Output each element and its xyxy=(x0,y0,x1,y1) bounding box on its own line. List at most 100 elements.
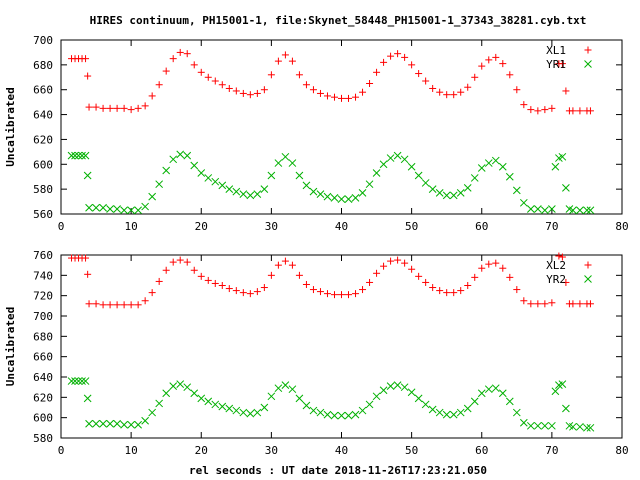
data-point xyxy=(586,206,595,215)
data-point xyxy=(499,264,507,272)
y-tick-label: 680 xyxy=(33,330,53,343)
data-point xyxy=(197,272,205,280)
data-point xyxy=(365,180,374,189)
data-point xyxy=(85,203,93,212)
data-point xyxy=(113,301,121,309)
y-tick-label: 560 xyxy=(33,208,53,221)
data-point xyxy=(134,104,142,112)
data-point xyxy=(414,171,423,180)
data-point xyxy=(435,408,444,417)
data-point xyxy=(386,154,395,162)
data-point xyxy=(239,408,248,417)
data-point xyxy=(155,399,164,408)
data-point xyxy=(134,301,142,309)
data-point xyxy=(551,162,560,171)
data-point xyxy=(337,195,346,203)
data-point xyxy=(422,77,430,85)
y-tick-label: 620 xyxy=(33,133,53,146)
data-point xyxy=(84,270,92,278)
data-point xyxy=(428,185,437,193)
data-point xyxy=(323,192,332,201)
data-point xyxy=(232,87,240,95)
data-point xyxy=(428,405,437,414)
data-point xyxy=(120,104,128,112)
data-point xyxy=(569,206,577,215)
data-point xyxy=(302,81,310,89)
series-XL2 xyxy=(68,252,594,309)
series-YR2 xyxy=(67,377,595,432)
data-point xyxy=(562,278,570,286)
data-point xyxy=(344,411,353,420)
data-point xyxy=(120,206,128,215)
data-point xyxy=(422,278,430,286)
data-point xyxy=(387,257,395,265)
x-tick-label: 80 xyxy=(615,220,628,233)
data-point xyxy=(99,203,107,212)
data-point xyxy=(204,397,213,406)
data-point xyxy=(338,94,345,102)
data-point xyxy=(576,107,584,115)
data-point xyxy=(120,301,128,309)
data-point xyxy=(239,289,247,297)
data-point xyxy=(82,55,90,63)
legend-label: XL2 xyxy=(546,259,566,272)
data-point xyxy=(274,159,283,167)
data-point xyxy=(99,419,107,428)
data-point xyxy=(106,419,114,428)
data-point xyxy=(464,83,472,91)
data-point xyxy=(74,377,83,385)
data-point xyxy=(288,261,296,269)
data-point xyxy=(295,271,303,279)
data-point xyxy=(316,89,324,97)
data-point xyxy=(506,71,514,79)
data-point xyxy=(345,291,353,299)
data-point xyxy=(155,277,163,285)
data-point xyxy=(253,408,262,417)
data-point xyxy=(338,291,345,299)
x-tick-label: 0 xyxy=(58,444,65,457)
data-point xyxy=(464,282,472,289)
data-point xyxy=(330,411,339,420)
data-point xyxy=(415,272,423,280)
data-point xyxy=(211,400,220,409)
data-point xyxy=(267,171,276,180)
y-tick-label: 700 xyxy=(33,34,53,47)
data-point xyxy=(260,284,268,292)
data-point xyxy=(576,206,584,215)
data-point xyxy=(456,189,465,197)
data-point xyxy=(527,106,535,114)
data-point xyxy=(148,92,156,100)
data-point xyxy=(81,151,90,160)
x-tick-label: 20 xyxy=(195,220,208,233)
data-point xyxy=(471,273,479,281)
data-point xyxy=(169,382,178,391)
data-point xyxy=(393,381,402,389)
data-point xyxy=(436,287,444,295)
x-tick-label: 30 xyxy=(265,220,278,233)
data-point xyxy=(526,421,535,430)
data-point xyxy=(281,381,290,389)
x-tick-label: 30 xyxy=(265,444,278,457)
data-point xyxy=(155,81,163,89)
data-point xyxy=(401,259,409,267)
data-point xyxy=(190,61,198,69)
data-point xyxy=(555,252,563,260)
data-point xyxy=(345,94,353,102)
data-point xyxy=(218,81,226,89)
data-point xyxy=(162,67,170,75)
data-point xyxy=(260,403,269,412)
data-point xyxy=(586,107,594,115)
data-point xyxy=(534,300,542,308)
data-point xyxy=(393,151,402,160)
data-point xyxy=(92,419,100,428)
data-point xyxy=(169,155,178,164)
x-tick-label: 50 xyxy=(405,220,418,233)
data-point xyxy=(366,278,374,286)
x-tick-label: 70 xyxy=(545,220,558,233)
x-tick-label: 0 xyxy=(58,220,65,233)
x-tick-label: 40 xyxy=(335,444,348,457)
data-point xyxy=(169,55,177,63)
data-point xyxy=(436,88,444,96)
data-point xyxy=(260,86,268,94)
data-point xyxy=(162,266,170,274)
